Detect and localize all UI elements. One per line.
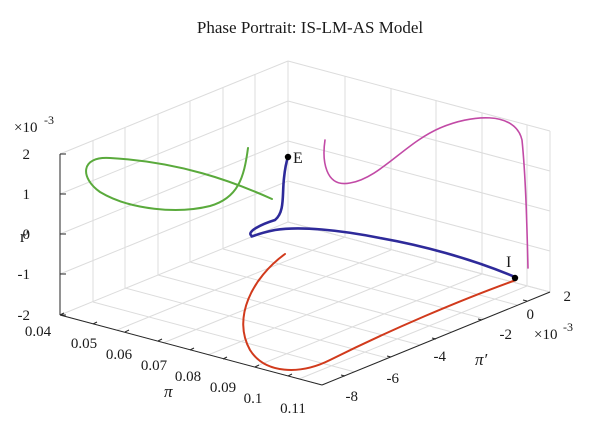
y-tick-label: -8: [346, 389, 359, 405]
z-multiplier-exponent: -3: [44, 113, 54, 127]
y-multiplier-base: ×10: [534, 327, 557, 343]
x-tick-label: 0.07: [141, 358, 168, 374]
initial-point-label: I: [506, 254, 511, 271]
z-tick-label: -1: [18, 267, 31, 283]
chart-title: Phase Portrait: IS-LM-AS Model: [197, 18, 423, 37]
x-tick-label: 0.11: [280, 401, 306, 417]
z-axis-multiplier: ×10 -3: [14, 113, 54, 136]
y-multiplier-exponent: -3: [563, 320, 573, 334]
series-line-3d-trajectory: [249, 155, 517, 279]
initial-point-marker: [511, 274, 519, 282]
x-axis-label: π: [164, 382, 173, 401]
equilibrium-point-marker: [284, 153, 292, 161]
tick-marks: [59, 153, 528, 377]
equilibrium-point-label: E: [293, 150, 303, 167]
z-axis-tick-labels: 2 1 0 -1 -2: [18, 147, 31, 324]
x-axis-tick-labels: 0.04 0.05 0.06 0.07 0.08 0.09 0.1 0.11: [25, 324, 306, 417]
series-line-side-wall-projection: [323, 116, 529, 269]
z-tick-label: 1: [23, 187, 31, 203]
z-tick-label: 0: [23, 227, 31, 243]
y-tick-label: 2: [564, 289, 572, 305]
x-tick-label: 0.1: [244, 391, 263, 407]
series-arrow-floor-projection: [376, 345, 388, 353]
z-tick-label: -2: [18, 308, 31, 324]
series-line-floor-projection: [242, 253, 517, 371]
x-tick-label: 0.09: [210, 380, 236, 396]
y-tick-label: -6: [387, 371, 400, 387]
x-tick-label: 0.04: [25, 324, 52, 340]
x-tick-label: 0.08: [175, 369, 201, 385]
y-axis-multiplier: ×10 -3: [534, 320, 573, 343]
z-multiplier-base: ×10: [14, 120, 37, 136]
y-tick-label: 0: [527, 307, 535, 323]
y-axis-tick-labels: -8 -6 -4 -2 0 2: [346, 289, 572, 405]
x-tick-label: 0.05: [71, 336, 97, 352]
y-tick-label: -2: [500, 327, 513, 343]
z-axis-label: r′: [20, 227, 29, 246]
z-tick-label: 2: [23, 147, 31, 163]
y-tick-label: -4: [434, 349, 447, 365]
series-line-back-wall-projection: [85, 147, 273, 211]
x-tick-label: 0.06: [106, 347, 133, 363]
y-axis-label: π′: [475, 350, 488, 369]
